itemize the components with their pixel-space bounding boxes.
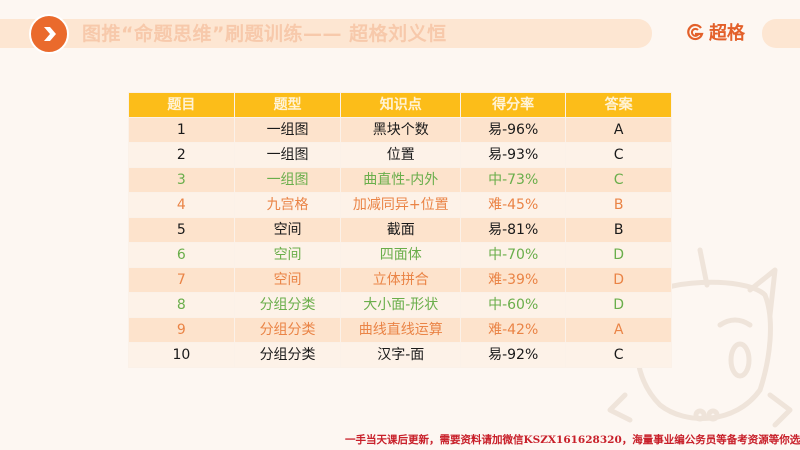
cell-score-rate: 难-39% <box>460 267 567 293</box>
cell-answer: B <box>565 217 672 243</box>
cell-number: 10 <box>128 342 235 368</box>
cell-number: 6 <box>128 242 235 268</box>
table-row: 9 分组分类 曲线直线运算 难-42% A <box>128 317 672 343</box>
cell-answer: C <box>565 142 672 168</box>
cell-answer: C <box>565 167 672 193</box>
cell-score-rate: 易-93% <box>460 142 567 168</box>
cell-score-rate: 难-42% <box>460 317 567 343</box>
cell-answer: B <box>565 192 672 218</box>
cell-answer: D <box>565 242 672 268</box>
chevron-right-icon <box>29 14 69 54</box>
cell-knowledge-point: 大小面-形状 <box>340 292 462 318</box>
cell-number: 3 <box>128 167 235 193</box>
cell-score-rate: 中-70% <box>460 242 567 268</box>
table-row: 2 一组图 位置 易-93% C <box>128 142 672 168</box>
cell-type: 空间 <box>233 242 342 268</box>
cell-knowledge-point: 加减同异+位置 <box>340 192 462 218</box>
cell-score-rate: 易-92% <box>460 342 567 368</box>
cell-answer: D <box>565 267 672 293</box>
cell-number: 1 <box>128 117 235 143</box>
cell-knowledge-point: 位置 <box>340 142 462 168</box>
table-row: 8 分组分类 大小面-形状 中-60% D <box>128 292 672 318</box>
footer-notice: 一手当天课后更新，需要资料请加微信KSZX161628320，海量事业编公务员等… <box>345 434 800 446</box>
cell-type: 分组分类 <box>233 292 342 318</box>
cell-number: 7 <box>128 267 235 293</box>
logo-text: 超格 <box>709 23 745 44</box>
col-header-type: 题型 <box>233 92 342 118</box>
cell-knowledge-point: 曲线直线运算 <box>340 317 462 343</box>
cell-number: 9 <box>128 317 235 343</box>
cell-type: 九宫格 <box>233 192 342 218</box>
cell-number: 4 <box>128 192 235 218</box>
cell-type: 一组图 <box>233 142 342 168</box>
cell-number: 5 <box>128 217 235 243</box>
cell-answer: A <box>565 117 672 143</box>
cell-score-rate: 难-45% <box>460 192 567 218</box>
cell-type: 分组分类 <box>233 342 342 368</box>
results-table: 题目 题型 知识点 得分率 答案 1 一组图 黑块个数 易-96% A 2 一组… <box>128 92 672 368</box>
chaoge-g-logo-icon <box>686 23 704 45</box>
brand-logo: 超格 <box>686 22 745 46</box>
title-band-end <box>600 19 652 48</box>
cell-knowledge-point: 截面 <box>340 217 462 243</box>
page-title: 图推“命题思维”刷题训练—— 超格刘义恒 <box>82 23 447 45</box>
cell-type: 一组图 <box>233 117 342 143</box>
cell-knowledge-point: 汉字-面 <box>340 342 462 368</box>
cell-type: 一组图 <box>233 167 342 193</box>
cell-score-rate: 中-73% <box>460 167 567 193</box>
cell-number: 8 <box>128 292 235 318</box>
title-band <box>0 19 620 48</box>
table-row: 1 一组图 黑块个数 易-96% A <box>128 117 672 143</box>
title-band-right <box>762 19 800 48</box>
table-row: 6 空间 四面体 中-70% D <box>128 242 672 268</box>
table-row: 10 分组分类 汉字-面 易-92% C <box>128 342 672 368</box>
cell-answer: D <box>565 292 672 318</box>
table-row: 7 空间 立体拼合 难-39% D <box>128 267 672 293</box>
cell-score-rate: 中-60% <box>460 292 567 318</box>
cell-knowledge-point: 立体拼合 <box>340 267 462 293</box>
cell-knowledge-point: 黑块个数 <box>340 117 462 143</box>
col-header-knowledge-point: 知识点 <box>340 92 462 118</box>
table-header-row: 题目 题型 知识点 得分率 答案 <box>128 92 672 118</box>
cell-answer: A <box>565 317 672 343</box>
cell-number: 2 <box>128 142 235 168</box>
col-header-score-rate: 得分率 <box>460 92 567 118</box>
cell-type: 空间 <box>233 267 342 293</box>
col-header-number: 题目 <box>128 92 235 118</box>
table-row: 4 九宫格 加减同异+位置 难-45% B <box>128 192 672 218</box>
col-header-answer: 答案 <box>565 92 672 118</box>
table-row: 5 空间 截面 易-81% B <box>128 217 672 243</box>
cell-knowledge-point: 四面体 <box>340 242 462 268</box>
cell-answer: C <box>565 342 672 368</box>
cell-knowledge-point: 曲直性-内外 <box>340 167 462 193</box>
table-row: 3 一组图 曲直性-内外 中-73% C <box>128 167 672 193</box>
cell-type: 分组分类 <box>233 317 342 343</box>
cell-score-rate: 易-96% <box>460 117 567 143</box>
cell-score-rate: 易-81% <box>460 217 567 243</box>
cell-type: 空间 <box>233 217 342 243</box>
